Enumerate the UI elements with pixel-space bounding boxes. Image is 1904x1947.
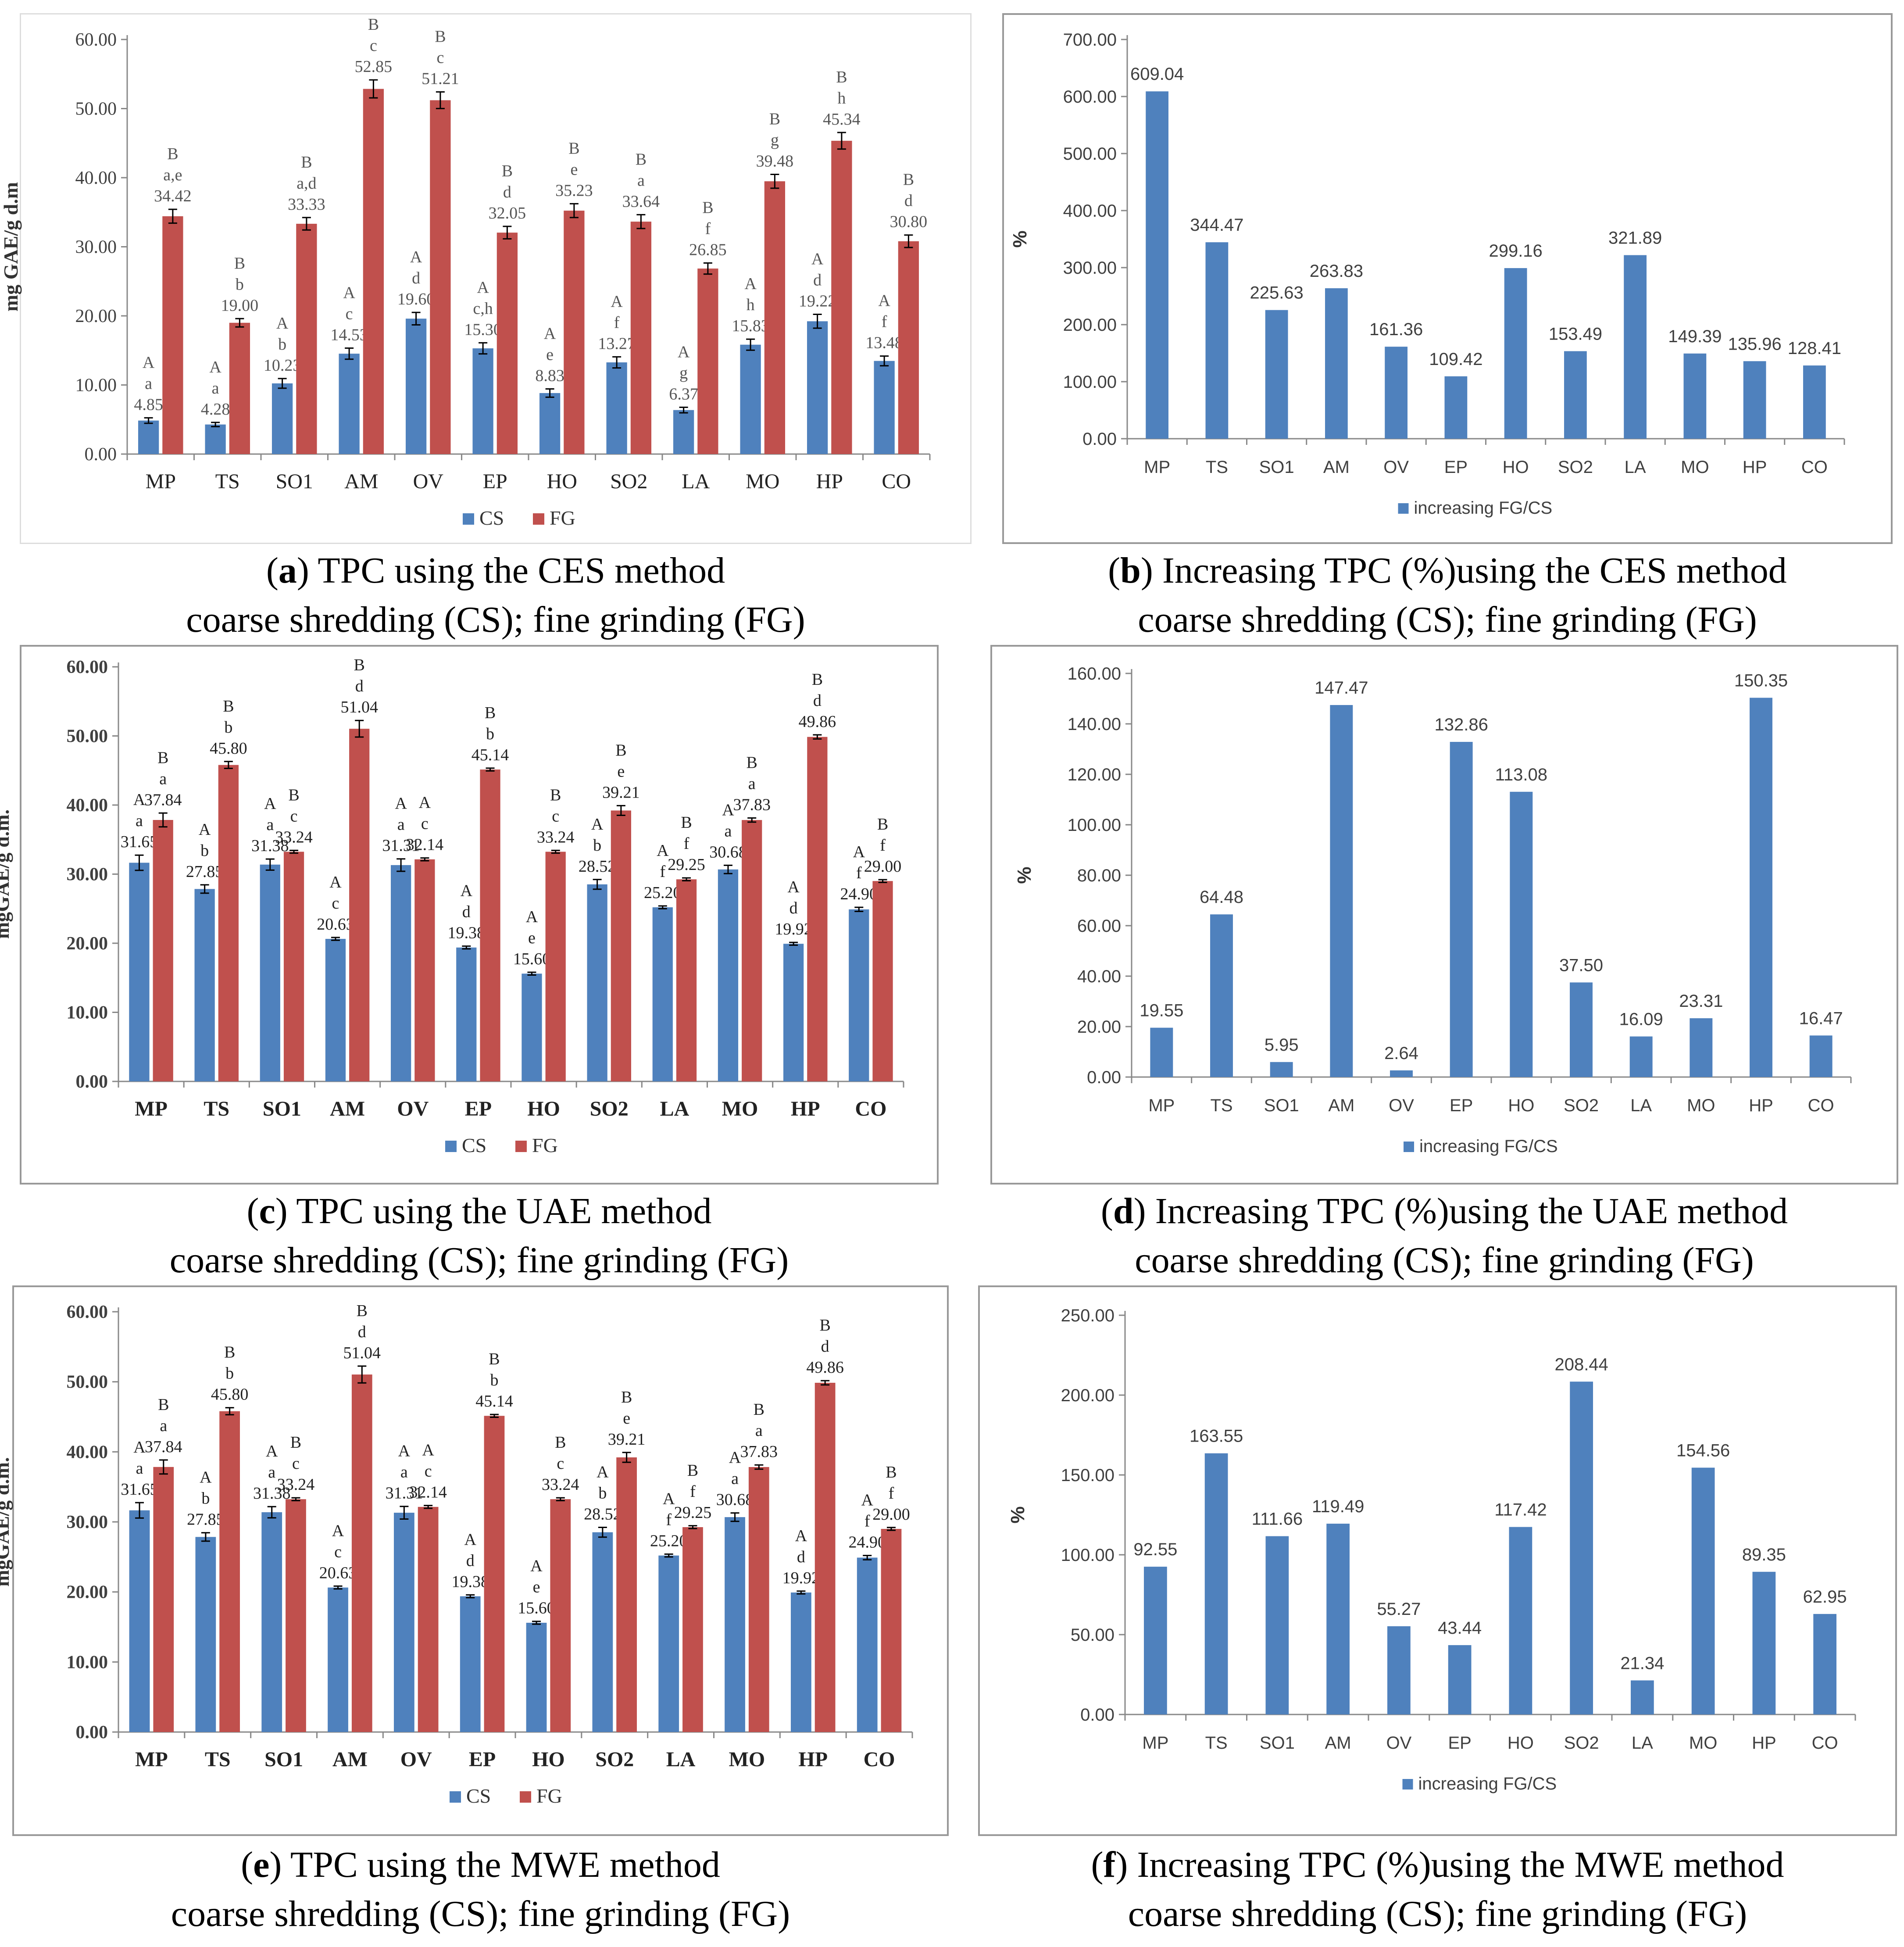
chart-frame-e [12,1285,949,1836]
chart-frame-c [20,645,939,1185]
caption-e: (e) TPC using the MWE method coarse shre… [171,1844,790,1934]
caption-f-line1: Increasing TPC (%)using the MWE method [1137,1844,1784,1885]
caption-f: (f) Increasing TPC (%)using the MWE meth… [1091,1844,1784,1934]
caption-a: (a) TPC using the CES method coarse shre… [186,550,805,640]
caption-d: (d) Increasing TPC (%)using the UAE meth… [1100,1191,1788,1281]
y-axis-title-c: mgGAE/g d.m. [0,809,13,939]
chart-frame-b [1002,13,1893,544]
caption-f-letter: f [1103,1844,1116,1885]
caption-c-letter: c [259,1191,275,1231]
caption-a-line2: coarse shredding (CS); fine grinding (FG… [186,599,805,640]
chart-frame-f [978,1285,1897,1836]
caption-e-letter: e [253,1844,270,1885]
caption-c-line2: coarse shredding (CS); fine grinding (FG… [169,1240,789,1281]
caption-b-line2: coarse shredding (CS); fine grinding (FG… [1138,599,1757,640]
caption-e-line2: coarse shredding (CS); fine grinding (FG… [171,1893,790,1934]
caption-d-letter: d [1113,1191,1134,1231]
y-axis-title-e: mgGAE/g d.m. [0,1457,13,1586]
y-axis-title-a: mg GAE/g d.m [0,182,22,311]
caption-d-line2: coarse shredding (CS); fine grinding (FG… [1135,1240,1754,1281]
caption-f-line2: coarse shredding (CS); fine grinding (FG… [1128,1893,1747,1934]
caption-d-line1: Increasing TPC (%)using the UAE method [1155,1191,1788,1231]
chart-frame-a [20,13,972,544]
caption-b-line1: Increasing TPC (%)using the CES method [1162,550,1787,591]
caption-e-line1: TPC using the MWE method [290,1844,720,1885]
chart-frame-d [990,645,1898,1185]
caption-a-letter: a [278,550,297,591]
caption-c-line1: TPC using the UAE method [296,1191,712,1231]
caption-b-letter: b [1120,550,1141,591]
caption-a-line1: TPC using the CES method [318,550,725,591]
caption-c: (c) TPC using the UAE method coarse shre… [169,1191,789,1281]
caption-b: (b) Increasing TPC (%)using the CES meth… [1108,550,1787,640]
